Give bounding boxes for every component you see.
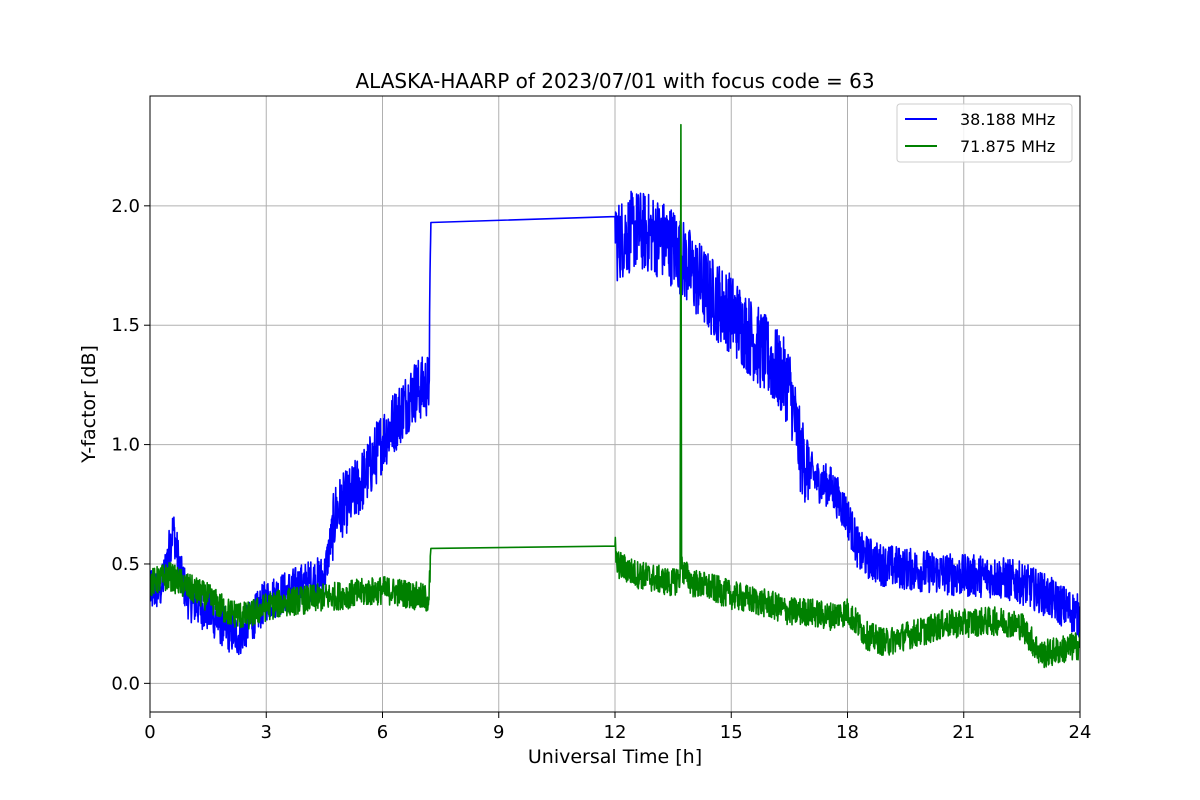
legend-label-71mhz: 71.875 MHz: [960, 137, 1055, 156]
y-tick-label: 1.0: [111, 435, 140, 456]
x-tick-label: 21: [952, 722, 975, 743]
x-axis-label: Universal Time [h]: [528, 746, 702, 768]
legend-box: [896, 103, 1073, 163]
x-tick-label: 15: [720, 722, 743, 743]
y-tick-label: 0.0: [111, 673, 140, 694]
legend-label-38mhz: 38.188 MHz: [960, 110, 1055, 129]
y-tick-label: 0.5: [111, 554, 140, 575]
x-tick-label: 9: [493, 722, 504, 743]
x-tick-label: 18: [836, 722, 859, 743]
x-tick-label: 6: [377, 722, 388, 743]
x-tick-label: 3: [261, 722, 272, 743]
y-tick-label: 2.0: [111, 196, 140, 217]
y-axis-label: Y-factor [dB]: [78, 345, 100, 464]
legend: 38.188 MHz 71.875 MHz: [896, 103, 1073, 163]
chart-title: ALASKA-HAARP of 2023/07/01 with focus co…: [355, 69, 874, 93]
series-layer: [150, 123, 1080, 669]
ticks: 0 3 6 9 12 15 18 21 24 0.0 0.5 1.0 1.5 2.0: [111, 196, 1091, 743]
x-tick-label: 24: [1069, 722, 1092, 743]
y-tick-label: 1.5: [111, 315, 140, 336]
series-line-71mhz: [150, 123, 1080, 669]
x-tick-label: 0: [144, 722, 155, 743]
x-tick-label: 12: [604, 722, 627, 743]
series-line-38mhz: [150, 190, 1080, 656]
